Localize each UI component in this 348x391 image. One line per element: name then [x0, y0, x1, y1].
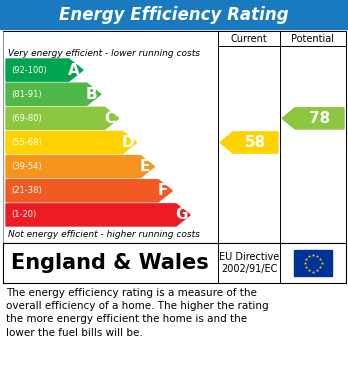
Text: 78: 78 — [309, 111, 330, 126]
Text: Potential: Potential — [292, 34, 334, 43]
Text: The energy efficiency rating is a measure of the
overall efficiency of a home. T: The energy efficiency rating is a measur… — [6, 288, 269, 337]
Polygon shape — [6, 107, 119, 129]
Bar — [3, 243, 346, 283]
Text: (39-54): (39-54) — [11, 162, 42, 171]
Polygon shape — [282, 108, 344, 129]
Text: (55-68): (55-68) — [11, 138, 42, 147]
Polygon shape — [6, 156, 155, 178]
Text: Energy Efficiency Rating: Energy Efficiency Rating — [59, 5, 289, 23]
Text: (81-91): (81-91) — [11, 90, 42, 99]
Text: D: D — [121, 135, 134, 150]
Text: C: C — [104, 111, 115, 126]
Text: (92-100): (92-100) — [11, 66, 47, 75]
Text: (1-20): (1-20) — [11, 210, 36, 219]
Text: England & Wales: England & Wales — [11, 253, 209, 273]
Polygon shape — [6, 131, 136, 154]
Text: EU Directive
2002/91/EC: EU Directive 2002/91/EC — [219, 252, 279, 274]
Text: Not energy efficient - higher running costs: Not energy efficient - higher running co… — [8, 230, 200, 239]
Bar — [294, 250, 332, 276]
Text: G: G — [175, 208, 187, 222]
Text: 58: 58 — [245, 135, 266, 150]
Polygon shape — [220, 132, 278, 153]
Polygon shape — [6, 59, 83, 81]
Text: F: F — [158, 183, 168, 198]
Text: B: B — [86, 87, 97, 102]
Polygon shape — [6, 83, 101, 105]
Text: A: A — [68, 63, 80, 77]
Polygon shape — [6, 204, 190, 226]
Polygon shape — [6, 180, 172, 202]
Text: E: E — [140, 159, 150, 174]
Bar — [3, 31, 346, 243]
Text: Very energy efficient - lower running costs: Very energy efficient - lower running co… — [8, 49, 200, 58]
Bar — [0, 0, 348, 29]
Text: Current: Current — [231, 34, 267, 43]
Text: (21-38): (21-38) — [11, 186, 42, 195]
Text: (69-80): (69-80) — [11, 114, 42, 123]
